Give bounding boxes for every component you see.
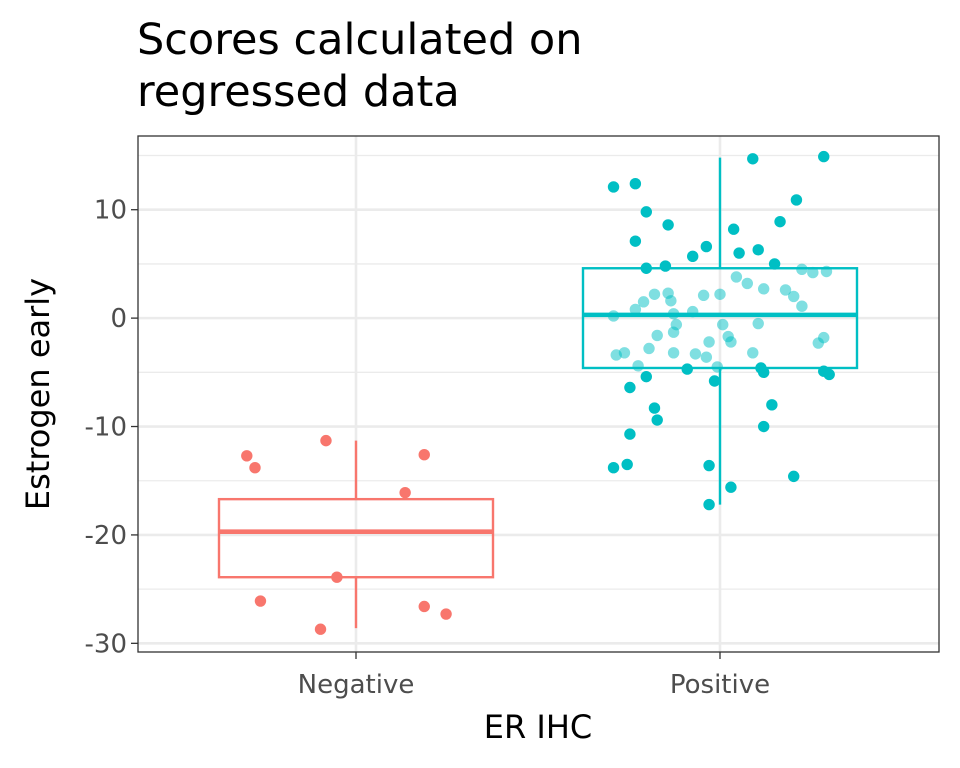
y-axis: 10 0 -10 -20 -30 [85,196,138,659]
data-point [820,265,833,278]
data-point [790,194,803,206]
data-point [687,250,699,263]
chart-title-line-1: Scores calculated on [137,15,583,65]
data-point [687,305,699,318]
data-point [670,318,683,331]
data-point [621,458,633,471]
y-tick-label: 10 [94,196,127,226]
y-axis-title: Estrogen early [19,278,57,510]
data-point [607,462,620,474]
minor-gridlines [138,154,939,590]
data-point [752,244,764,256]
data-point [727,223,740,235]
data-point [667,347,680,359]
data-point [662,219,674,231]
data-point [725,481,737,493]
data-point [717,318,729,331]
data-point [747,347,759,359]
boxes [217,157,859,629]
chart-title-line-2: regressed data [137,67,460,117]
data-point [766,399,778,411]
data-point [774,215,786,228]
data-point [241,450,253,462]
data-point [254,595,267,607]
x-tick-label: Positive [670,670,770,700]
y-tick-label: -20 [85,521,127,551]
data-point [788,470,800,483]
data-point [440,608,452,620]
data-point [689,348,702,360]
data-point [640,262,652,274]
data-point [730,271,743,283]
data-point [651,414,663,426]
plot-panel [138,136,939,652]
data-point [741,277,753,290]
data-point [703,498,715,511]
data-point [399,486,411,499]
y-tick-label: -30 [85,629,127,659]
y-tick-label: 0 [110,304,127,334]
data-point [667,308,680,320]
data-point [640,206,652,218]
data-point [714,288,726,300]
data-point [711,361,723,373]
data-point [796,300,808,312]
data-point [757,283,770,295]
x-axis-title: ER IHC [484,708,592,746]
data-point [747,153,759,165]
data-point [823,368,835,381]
data-point [733,247,745,259]
data-point [818,150,830,163]
data-point [624,428,636,440]
data-point [708,375,721,387]
data-point [651,329,663,342]
x-tick-label: Negative [298,670,415,700]
data-point [697,289,710,302]
data-point [629,235,642,247]
data-point [249,462,261,474]
data-point [703,459,715,472]
data-point [632,360,644,372]
data-point [703,336,715,348]
data-point [607,181,620,193]
data-point [665,295,677,307]
data-point [624,381,636,394]
data-point [807,266,819,279]
data-point [629,177,642,190]
data-point [768,258,781,270]
data-point [796,263,808,276]
data-point [725,336,737,348]
data-point [648,402,661,414]
data-point [320,434,332,447]
data-point [331,571,343,583]
data-point [700,240,713,253]
data-point [637,296,650,308]
iqr-box [217,497,495,579]
data-point [618,347,631,359]
x-axis: Negative Positive [298,652,770,700]
data-point [788,290,800,303]
y-tick-label: -10 [85,413,127,443]
data-point [681,363,693,375]
data-point [643,342,655,355]
data-point [418,600,430,613]
data-point [314,623,327,635]
data-point [779,284,792,296]
data-point [607,310,620,322]
data-point [629,303,642,316]
data-point [812,337,824,349]
panel-border [137,135,940,653]
data-point [700,351,713,363]
data-point [757,420,770,433]
data-point [659,260,672,272]
data-point [752,317,764,330]
data-point [755,362,767,374]
data-points [241,150,835,635]
data-point [648,288,661,300]
data-point [418,449,430,461]
data-point [640,370,652,383]
